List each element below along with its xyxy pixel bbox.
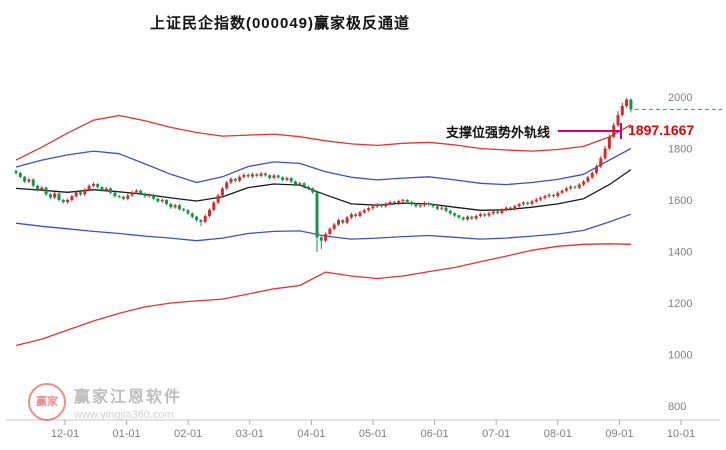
y-axis-label: 1200 — [668, 298, 692, 310]
x-axis-label: 03-01 — [236, 428, 264, 440]
candles — [14, 98, 633, 252]
watermark-logo-icon: 赢家 — [28, 383, 66, 421]
x-axis-label: 04-01 — [297, 428, 325, 440]
x-axis-label: 01-01 — [113, 428, 141, 440]
watermark-name: 赢家江恩软件 — [74, 389, 183, 406]
watermark-url: www.yingjia360.com — [74, 409, 174, 421]
y-axis-label: 1000 — [668, 350, 692, 362]
watermark: 赢家 赢家江恩软件 www.yingjia360.com — [28, 383, 182, 421]
x-axis-label: 07-01 — [482, 428, 510, 440]
y-axis-label: 1400 — [668, 247, 692, 259]
support-annotation-label: 支撑位强势外轨线 — [446, 125, 551, 140]
y-axis-label: 1800 — [668, 144, 692, 156]
band-upper-blue — [15, 147, 632, 186]
band-lower-blue — [15, 213, 632, 242]
x-axis-label: 12-01 — [51, 428, 79, 440]
x-axis-label: 05-01 — [359, 428, 387, 440]
band-lower-red — [15, 243, 631, 347]
x-axis-label: 10-01 — [667, 428, 695, 440]
y-axis-label: 1600 — [668, 195, 692, 207]
support-annotation-value: 1897.1667 — [628, 122, 695, 138]
y-axis-label: 2000 — [668, 92, 692, 104]
page-title: 上证民企指数(000049)赢家极反通道 — [149, 15, 411, 32]
x-axis-label: 08-01 — [544, 428, 572, 440]
x-axis-label: 09-01 — [605, 428, 633, 440]
x-axis-label: 02-01 — [174, 428, 202, 440]
x-axis-label: 06-01 — [421, 428, 449, 440]
y-axis-label: 800 — [668, 401, 686, 413]
band-upper-red — [15, 114, 632, 161]
band-middle — [15, 169, 632, 211]
